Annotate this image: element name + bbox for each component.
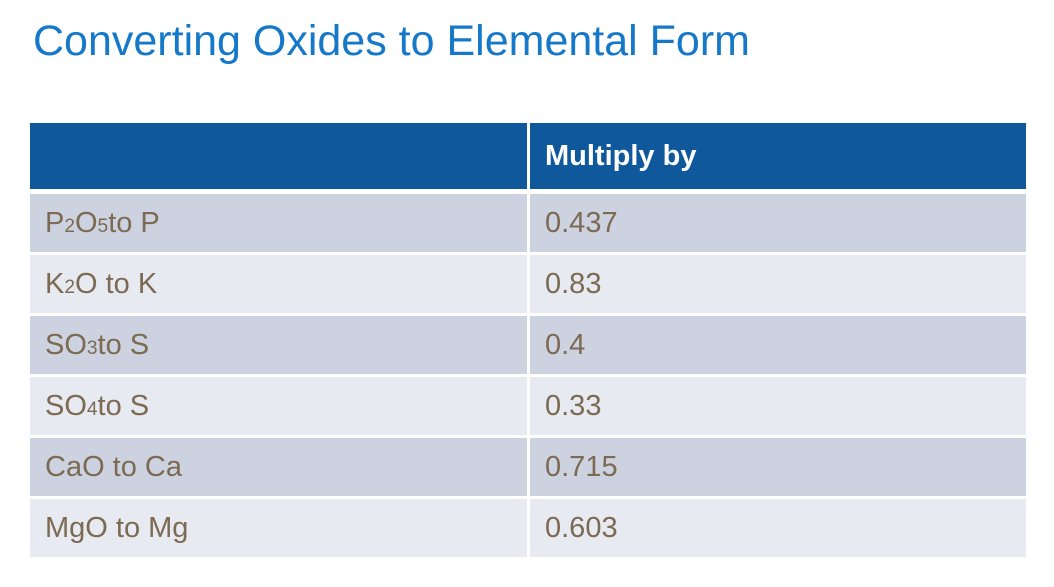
multiplier-value: 0.33 bbox=[530, 377, 1026, 435]
table-row: SO 3 to S 0.4 bbox=[30, 316, 1026, 374]
header-cell-empty bbox=[30, 123, 527, 189]
oxide-conversion-label: SO 4 to S bbox=[30, 377, 527, 435]
page-title: Converting Oxides to Elemental Form bbox=[33, 17, 750, 65]
table-header-row: Multiply by bbox=[30, 123, 1026, 189]
multiplier-value: 0.437 bbox=[530, 194, 1026, 252]
multiplier-value: 0.603 bbox=[530, 499, 1026, 557]
multiplier-value: 0.715 bbox=[530, 438, 1026, 496]
table-row: MgO to Mg 0.603 bbox=[30, 499, 1026, 557]
oxide-conversion-label: SO 3 to S bbox=[30, 316, 527, 374]
header-cell-multiply-by: Multiply by bbox=[530, 123, 1026, 189]
oxide-conversion-label: MgO to Mg bbox=[30, 499, 527, 557]
oxide-conversion-label: CaO to Ca bbox=[30, 438, 527, 496]
multiplier-value: 0.4 bbox=[530, 316, 1026, 374]
multiplier-value: 0.83 bbox=[530, 255, 1026, 313]
table-row: CaO to Ca 0.715 bbox=[30, 438, 1026, 496]
table-row: SO 4 to S 0.33 bbox=[30, 377, 1026, 435]
